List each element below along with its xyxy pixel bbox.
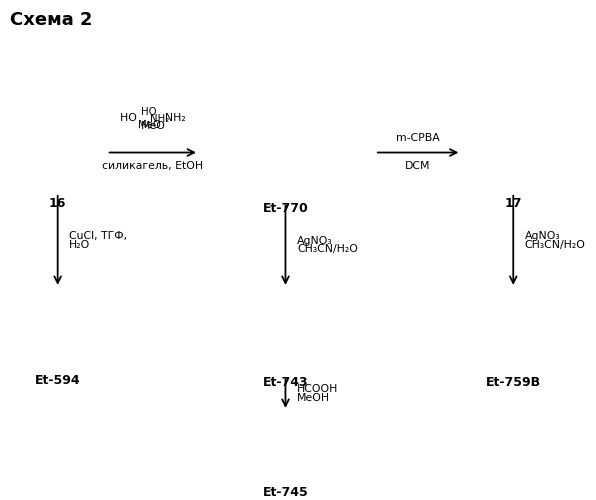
Text: Et-770: Et-770 <box>263 202 308 214</box>
Text: H₂O: H₂O <box>69 240 91 250</box>
Text: CH₃CN/H₂O: CH₃CN/H₂O <box>525 240 586 250</box>
Bar <box>11 117 104 193</box>
Text: Схема 2: Схема 2 <box>10 11 93 29</box>
Text: m-CPBA: m-CPBA <box>396 132 440 142</box>
Bar <box>240 117 331 193</box>
Bar <box>240 294 331 370</box>
Text: 16: 16 <box>49 197 66 210</box>
Text: HO        NH₂: HO NH₂ <box>120 113 186 123</box>
Bar <box>240 404 331 481</box>
Text: силикагель, EtOH: силикагель, EtOH <box>103 162 203 172</box>
Text: MeO: MeO <box>138 120 162 130</box>
Text: MeOH: MeOH <box>297 393 330 403</box>
Bar <box>467 117 560 193</box>
Text: Et-759B: Et-759B <box>486 376 541 390</box>
Text: 17: 17 <box>504 197 522 210</box>
Text: Et-594: Et-594 <box>35 374 80 387</box>
Text: Et-745: Et-745 <box>263 486 308 498</box>
Text: CH₃CN/H₂O: CH₃CN/H₂O <box>297 244 358 254</box>
Bar <box>11 292 104 368</box>
Text: AgNO₃: AgNO₃ <box>297 236 333 246</box>
Text: AgNO₃: AgNO₃ <box>525 230 560 240</box>
Text: HCOOH: HCOOH <box>297 384 339 394</box>
Text: CuCl, ТГФ,: CuCl, ТГФ, <box>69 230 128 240</box>
Text: NH₂: NH₂ <box>150 114 169 124</box>
Text: MeO: MeO <box>141 122 165 132</box>
Text: DCM: DCM <box>405 162 431 172</box>
Text: Et-743: Et-743 <box>263 376 308 390</box>
Text: HO: HO <box>141 107 157 117</box>
Bar <box>467 294 560 370</box>
